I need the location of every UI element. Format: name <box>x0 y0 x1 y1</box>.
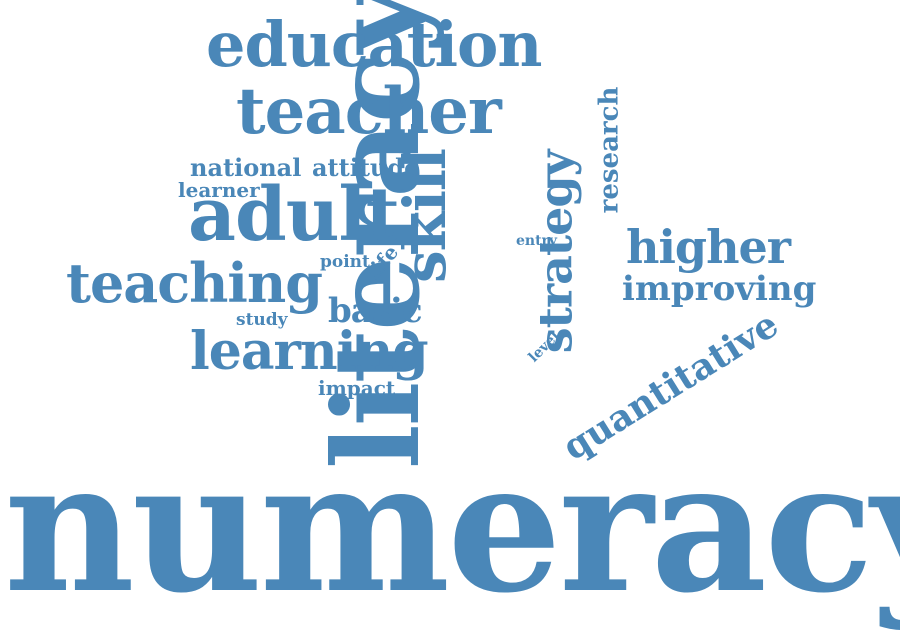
word-strategy: strategy <box>528 150 582 354</box>
word-teacher: teacher <box>236 74 502 149</box>
word-education: education <box>206 8 542 81</box>
word-entry: entry <box>516 233 558 249</box>
word-national: national <box>190 153 302 182</box>
word-study: study <box>236 310 288 330</box>
word-impact: impact <box>318 376 396 400</box>
word-higher: higher <box>626 220 791 274</box>
word-improving: improving <box>622 269 817 309</box>
word-learning: learning <box>190 321 429 382</box>
word-learner: learner <box>178 178 260 202</box>
word-basic: basic <box>328 291 423 331</box>
word-numeracy: numeracy <box>4 422 900 633</box>
word-adult: adult <box>188 172 400 258</box>
word-teaching: teaching <box>66 251 323 315</box>
word-attitude: attitude <box>312 153 420 182</box>
word-research: research <box>593 86 624 214</box>
word-point: point <box>320 252 370 272</box>
